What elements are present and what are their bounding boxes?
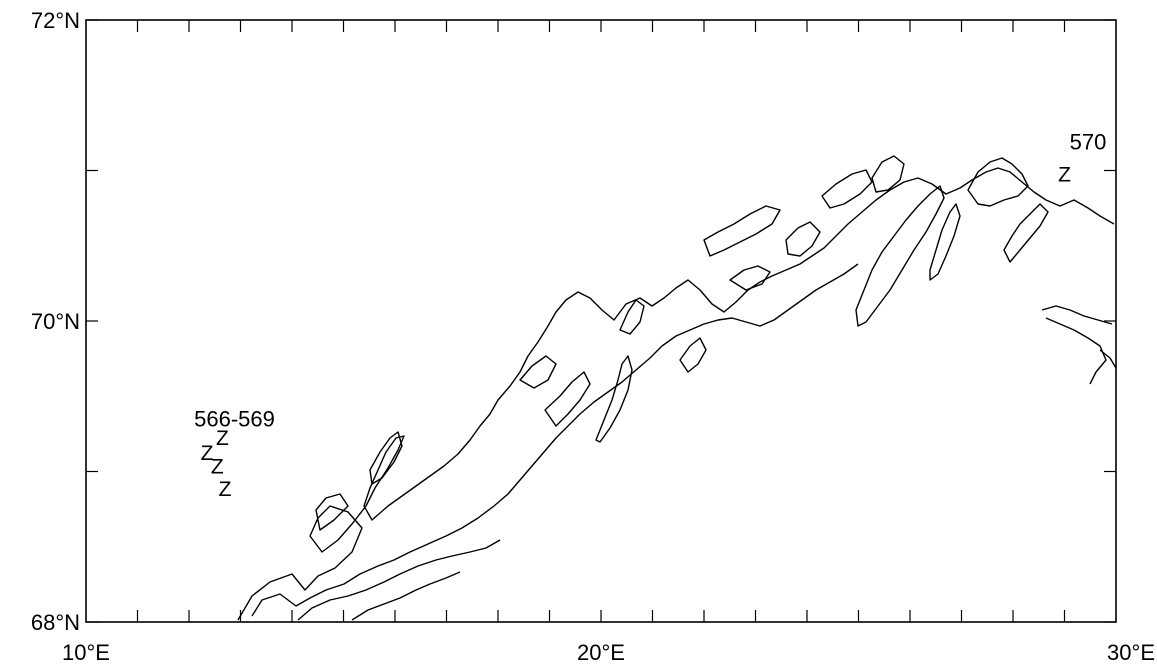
station-marker: Z [211,455,224,478]
station-group: 570 Z [1058,129,1106,186]
lon-label: 10°E [62,640,110,665]
map-frame [85,19,1117,623]
coastline-outline [237,155,1117,621]
station-group-label: 566-569 [194,406,275,431]
lat-label: 68°N [31,610,80,635]
station-marker: Z [219,478,232,501]
station-marker: Z [201,442,214,465]
station-marker: Z [216,427,229,450]
lon-label: 30°E [1107,640,1155,665]
axis-labels: 10°E 20°E 30°E 72°N 70°N 68°N [31,8,1155,665]
graticule-ticks [86,19,1116,623]
lat-label: 72°N [31,8,80,33]
station-group-label: 570 [1070,129,1107,154]
map-border [85,19,1117,623]
lon-label: 20°E [577,640,625,665]
lat-label: 70°N [31,309,80,334]
station-marker: Z [1058,164,1071,187]
